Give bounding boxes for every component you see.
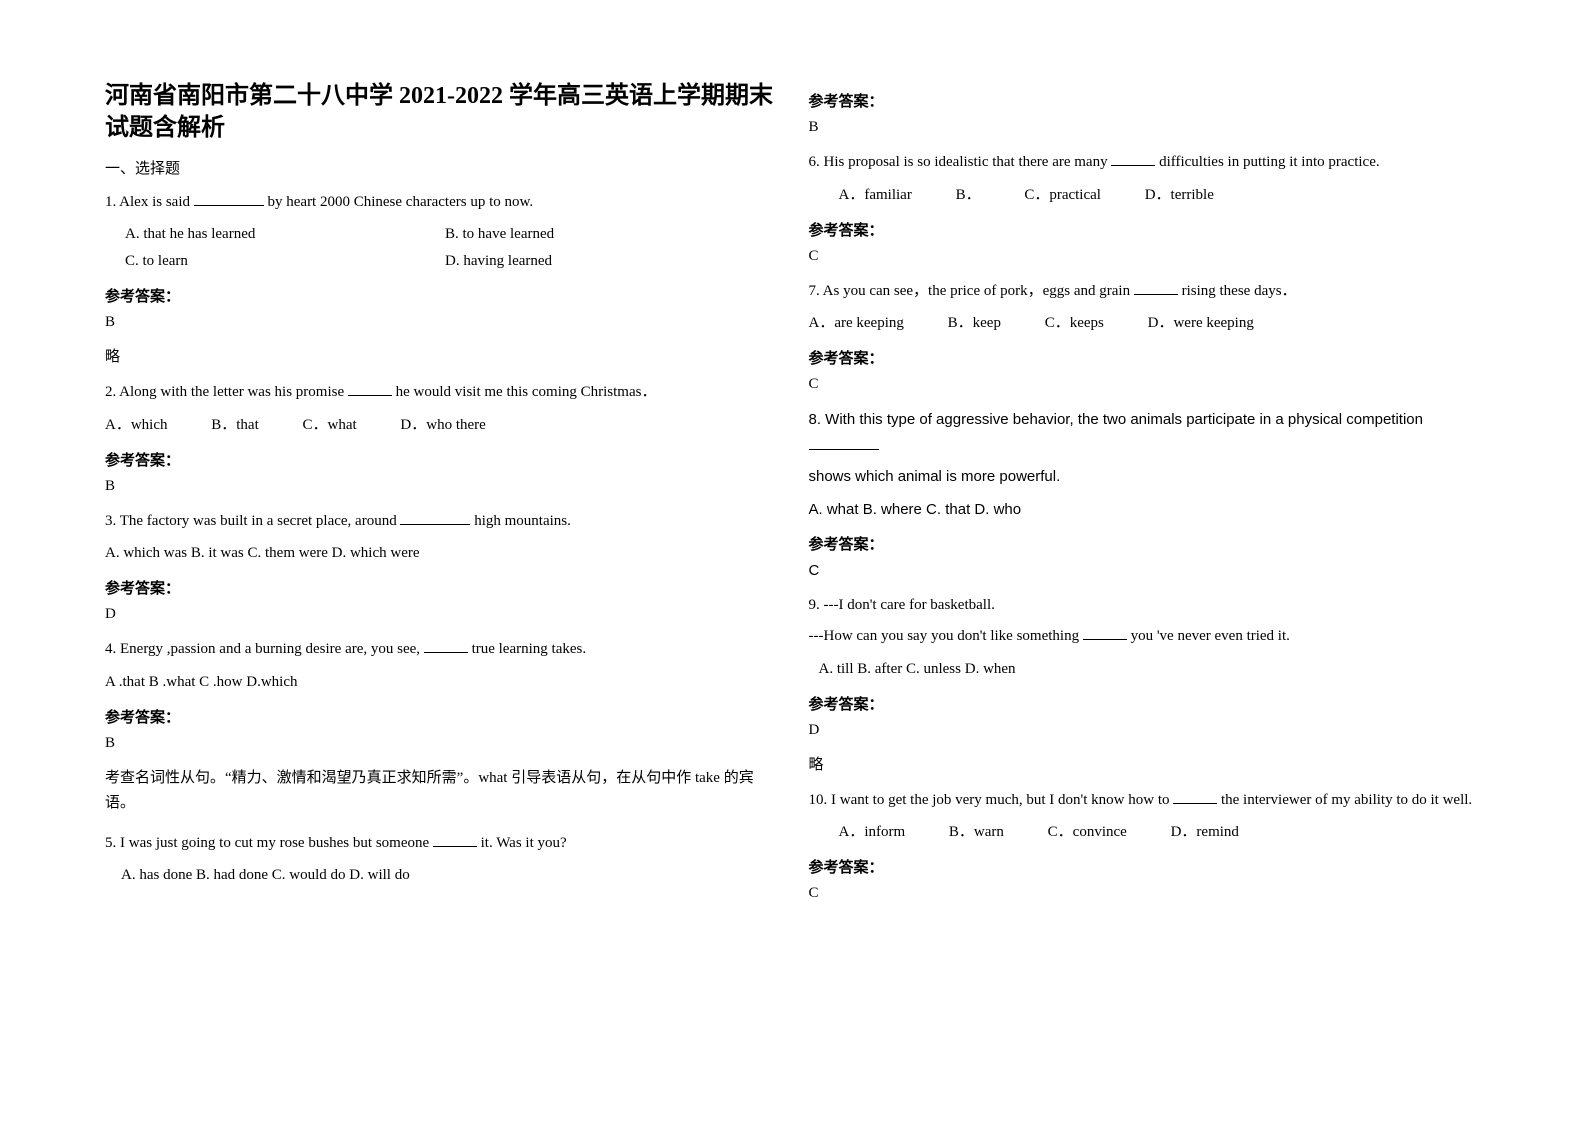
blank-icon (1173, 789, 1217, 804)
q6-stem: 6. His proposal is so idealistic that th… (809, 150, 1483, 176)
q10-optB: B．warn (949, 824, 1004, 840)
exam-page: 河南省南阳市第二十八中学 2021-2022 学年高三英语上学期期末试题含解析 … (0, 0, 1587, 1122)
answer-label: 参考答案： (105, 449, 779, 470)
blank-icon (400, 510, 470, 525)
q10-answer: C (809, 885, 1483, 902)
answer-label: 参考答案： (809, 533, 1483, 554)
q7-optA: A．are keeping (809, 315, 904, 331)
q2-options: A．which B．that C．what D．who there (105, 412, 779, 439)
q2-optC: C．what (303, 417, 357, 433)
q10-optD: D．remind (1171, 824, 1239, 840)
answer-label: 参考答案： (809, 347, 1483, 368)
q7-stem: 7. As you can see，the price of pork，eggs… (809, 279, 1483, 305)
answer-label: 参考答案： (105, 577, 779, 598)
q7-optC: C．keeps (1045, 315, 1104, 331)
q3-stem: 3. The factory was built in a secret pla… (105, 509, 779, 535)
q1-post: by heart 2000 Chinese characters up to n… (268, 194, 534, 210)
q8-pre: 8. With this type of aggressive behavior… (809, 411, 1423, 428)
q7-options: A．are keeping B．keep C．keeps D．were keep… (809, 310, 1483, 337)
q9-pre: ---How can you say you don't like someth… (809, 628, 1083, 644)
blank-icon (424, 639, 468, 654)
q4-stem: 4. Energy ,passion and a burning desire … (105, 637, 779, 663)
blank-icon (1111, 152, 1155, 167)
q2-answer: B (105, 478, 779, 495)
q2-stem: 2. Along with the letter was his promise… (105, 380, 779, 406)
q3-options: A. which was B. it was C. them were D. w… (105, 540, 779, 567)
q5-post: it. Was it you? (481, 835, 567, 851)
q9-answer: D (809, 722, 1483, 739)
q5-pre: 5. I was just going to cut my rose bushe… (105, 835, 433, 851)
blank-icon (348, 382, 392, 397)
omitted: 略 (809, 753, 1483, 774)
q1-optD: D. having learned (445, 248, 765, 275)
q2-optD: D．who there (400, 417, 485, 433)
q8-line2: shows which animal is more powerful. (809, 464, 1483, 490)
q4-options: A .that B .what C .how D.which (105, 669, 779, 696)
q2-pre: 2. Along with the letter was his promise (105, 384, 344, 400)
q6-optA: A．familiar (839, 187, 912, 203)
answer-label: 参考答案： (809, 693, 1483, 714)
q7-answer: C (809, 376, 1483, 393)
q1-optC: C. to learn (125, 248, 445, 275)
q5-stem: 5. I was just going to cut my rose bushe… (105, 831, 779, 857)
q10-stem: 10. I want to get the job very much, but… (809, 788, 1483, 814)
q8-stem: 8. With this type of aggressive behavior… (809, 407, 1483, 458)
right-column: 参考答案： B 6. His proposal is so idealistic… (794, 80, 1498, 1082)
q3-answer: D (105, 606, 779, 623)
q9-options: A. till B. after C. unless D. when (819, 656, 1483, 683)
q4-explain: 考查名词性从句。“精力、激情和渴望乃真正求知所需”。what 引导表语从句，在从… (105, 766, 779, 817)
q1-stem: 1. Alex is said by heart 2000 Chinese ch… (105, 190, 779, 216)
q10-pre: 10. I want to get the job very much, but… (809, 792, 1174, 808)
blank-icon (433, 832, 477, 847)
q9-line2: ---How can you say you don't like someth… (809, 624, 1483, 650)
blank-icon (809, 435, 879, 450)
q1-options: A. that he has learned B. to have learne… (125, 221, 779, 275)
answer-label: 参考答案： (809, 856, 1483, 877)
q2-post: he would visit me this coming Christmas． (396, 384, 657, 400)
page-title: 河南省南阳市第二十八中学 2021-2022 学年高三英语上学期期末试题含解析 (105, 80, 779, 145)
blank-icon (1134, 280, 1178, 295)
q6-answer: C (809, 248, 1483, 265)
q10-options: A．inform B．warn C．convince D．remind (839, 819, 1483, 846)
q4-answer: B (105, 735, 779, 752)
q3-post: high mountains. (474, 513, 571, 529)
q9-line1: 9. ---I don't care for basketball. (809, 593, 1483, 619)
q8-options: A. what B. where C. that D. who (809, 496, 1483, 523)
q7-optB: B．keep (948, 315, 1001, 331)
q10-post: the interviewer of my ability to do it w… (1221, 792, 1472, 808)
q2-optB: B．that (211, 417, 259, 433)
q1-answer: B (105, 314, 779, 331)
q6-optD: D．terrible (1145, 187, 1214, 203)
q1-optB: B. to have learned (445, 221, 765, 248)
q4-pre: 4. Energy ,passion and a burning desire … (105, 641, 420, 657)
answer-label: 参考答案： (809, 90, 1483, 111)
left-column: 河南省南阳市第二十八中学 2021-2022 学年高三英语上学期期末试题含解析 … (90, 80, 794, 1082)
q7-pre: 7. As you can see，the price of pork，eggs… (809, 283, 1134, 299)
q3-pre: 3. The factory was built in a secret pla… (105, 513, 400, 529)
q1-pre: 1. Alex is said (105, 194, 194, 210)
answer-label: 参考答案： (105, 285, 779, 306)
q1-optA: A. that he has learned (125, 221, 445, 248)
q7-optD: D．were keeping (1148, 315, 1254, 331)
q6-pre: 6. His proposal is so idealistic that th… (809, 154, 1108, 170)
answer-label: 参考答案： (809, 219, 1483, 240)
blank-icon (1083, 626, 1127, 641)
q6-optB: B． (956, 187, 981, 203)
q10-optA: A．inform (839, 824, 906, 840)
blank-icon (194, 191, 264, 206)
q6-post: difficulties in putting it into practice… (1159, 154, 1380, 170)
q7-post: rising these days． (1182, 283, 1297, 299)
q6-options: A．familiar B． C．practical D．terrible (839, 182, 1483, 209)
section-heading: 一、选择题 (105, 157, 779, 178)
q9-post: you 've never even tried it. (1131, 628, 1290, 644)
answer-label: 参考答案： (105, 706, 779, 727)
q6-optC: C．practical (1024, 187, 1101, 203)
q8-answer: C (809, 562, 1483, 579)
q5-options: A. has done B. had done C. would do D. w… (121, 862, 779, 889)
omitted: 略 (105, 345, 779, 366)
q5-answer: B (809, 119, 1483, 136)
q10-optC: C．convince (1048, 824, 1127, 840)
q2-optA: A．which (105, 417, 168, 433)
q4-post: true learning takes. (472, 641, 587, 657)
